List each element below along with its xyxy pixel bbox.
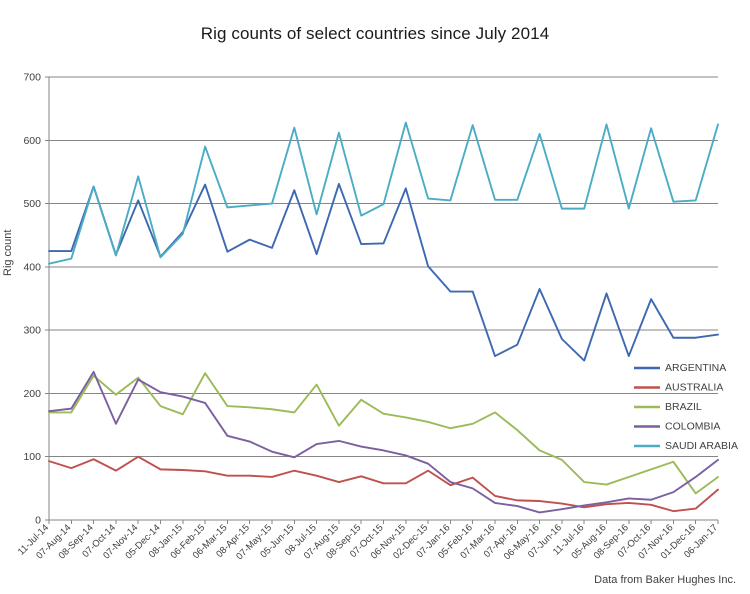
legend: ARGENTINA AUSTRALIA BRAZIL COLOMBIA SAUDI AR…	[634, 362, 738, 452]
y-tick-label: 100	[23, 451, 41, 463]
y-tick-label: 200	[23, 388, 41, 400]
x-axis-tick-labels: 11-Jul-1407-Aug-1408-Sep-1407-Oct-1407-N…	[16, 520, 720, 562]
y-tick-label: 500	[23, 198, 41, 210]
legend-label-australia: AUSTRALIA	[665, 381, 723, 393]
gridlines	[45, 76, 718, 521]
chart-title: Rig counts of select countries since Jul…	[200, 24, 550, 43]
y-axis-tick-labels: 0 100 200 300 400 500 600 700	[23, 72, 41, 527]
series-line-saudi-arabia	[48, 121, 719, 265]
y-tick-label: 0	[35, 515, 41, 527]
y-tick-label: 600	[23, 135, 41, 147]
series-line-argentina	[48, 182, 719, 362]
y-tick-label: 300	[23, 325, 41, 337]
legend-label-colombia: COLOMBIA	[665, 420, 720, 432]
legend-label-argentina: ARGENTINA	[665, 362, 726, 374]
series-line-brazil	[48, 372, 719, 495]
legend-label-brazil: BRAZIL	[665, 401, 702, 413]
data-source-note: Data from Baker Hughes Inc.	[594, 574, 736, 586]
data-series	[48, 121, 719, 514]
series-line-colombia	[48, 370, 719, 514]
y-tick-label: 700	[23, 72, 41, 84]
series-line-australia	[48, 455, 719, 513]
legend-label-saudi-arabia: SAUDI ARABIA	[665, 440, 738, 452]
y-tick-label: 400	[23, 261, 41, 273]
